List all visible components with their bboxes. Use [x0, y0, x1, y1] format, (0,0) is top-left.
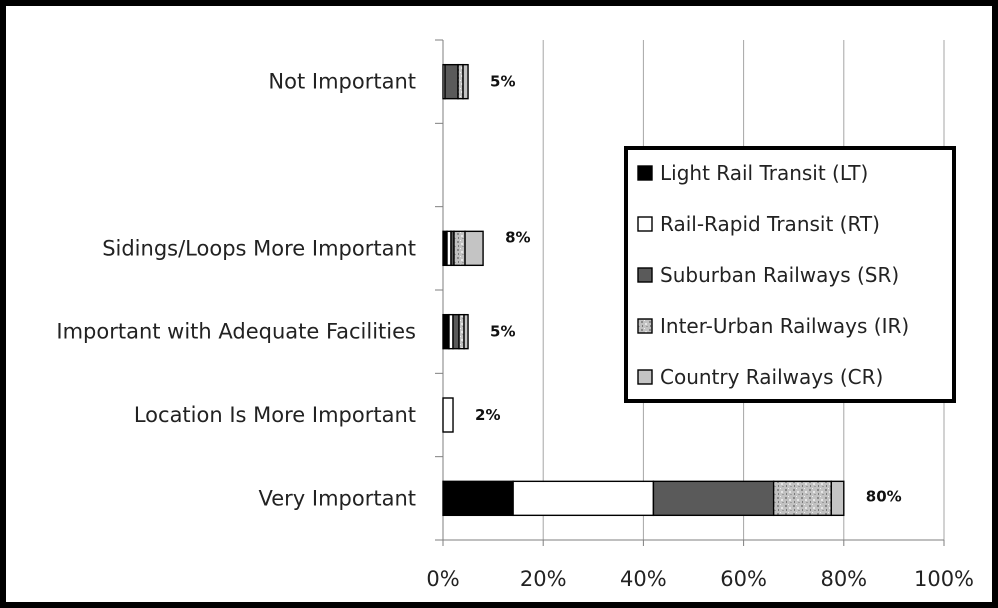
- legend-swatch-country-railways-cr: [637, 369, 653, 385]
- legend-swatch-inter-urban-railways-ir: [637, 318, 653, 334]
- total-label-not-important: 5%: [490, 73, 515, 91]
- bar-rail-rapid-transit-rt-very-important: [512, 480, 655, 517]
- x-tick-label: 100%: [914, 567, 974, 591]
- bar-suburban-railways-sr-not-important: [444, 63, 459, 100]
- legend-label-suburban-railways-sr: Suburban Railways (SR): [660, 263, 899, 287]
- legend-label-inter-urban-railways-ir: Inter-Urban Railways (IR): [660, 314, 909, 338]
- total-label-important-with-adequate-facilities: 5%: [490, 323, 515, 341]
- category-label-very-important: Very Important: [259, 486, 417, 510]
- category-label-location-is-more-important: Location Is More Important: [134, 403, 416, 427]
- x-tick-label: 20%: [520, 567, 567, 591]
- bar-light-rail-transit-lt-important-with-adequate-facilities: [442, 313, 450, 350]
- legend-label-rail-rapid-transit-rt: Rail-Rapid Transit (RT): [660, 212, 880, 236]
- x-tick-label: 0%: [426, 567, 459, 591]
- legend-label-light-rail-transit-lt: Light Rail Transit (LT): [660, 161, 868, 185]
- bar-country-railways-cr-not-important: [462, 63, 469, 100]
- total-label-sidings-loops-more-important: 8%: [505, 228, 530, 246]
- total-label-very-important: 80%: [866, 487, 902, 505]
- bar-light-rail-transit-lt-very-important: [442, 480, 514, 517]
- labels: 0% 20% 40% 60% 80% 100% Very Important 80% Locat…: [56, 70, 974, 591]
- legend-box: [624, 146, 956, 403]
- category-label-important-with-adequate-facilities: Important with Adequate Facilities: [56, 320, 416, 344]
- category-label-sidings-loops-more-important: Sidings/Loops More Important: [102, 236, 416, 260]
- category-label-not-important: Not Important: [268, 70, 416, 94]
- bar-country-railways-cr-important-with-adequate-facilities: [463, 313, 469, 350]
- axes: [435, 39, 945, 546]
- bar-inter-urban-railways-ir-important-with-adequate-facilities: [458, 313, 465, 350]
- bar-inter-urban-railways-ir-sidings-loops-more-important: [453, 230, 466, 267]
- x-tick-label: 80%: [820, 567, 867, 591]
- bar-suburban-railways-sr-important-with-adequate-facilities: [452, 313, 460, 350]
- legend: Light Rail Transit (LT) Rail-Rapid Transi…: [624, 146, 956, 403]
- legend-swatch-light-rail-transit-lt: [637, 165, 653, 181]
- legend-label-country-railways-cr: Country Railways (CR): [660, 365, 883, 389]
- bar-rail-rapid-transit-rt-location-is-more-important: [442, 397, 454, 433]
- total-label-location-is-more-important: 2%: [475, 406, 500, 424]
- x-tick-label: 40%: [620, 567, 667, 591]
- legend-swatch-rail-rapid-transit-rt: [637, 216, 653, 232]
- bar-suburban-railways-sr-very-important: [652, 480, 775, 517]
- bar-inter-urban-railways-ir-not-important: [457, 63, 464, 100]
- bar-country-railways-cr-sidings-loops-more-important: [464, 230, 484, 267]
- legend-swatch-suburban-railways-sr: [637, 267, 653, 283]
- bars: [442, 63, 845, 517]
- x-tick-label: 60%: [720, 567, 767, 591]
- bar-inter-urban-railways-ir-very-important: [772, 480, 832, 517]
- bar-country-railways-cr-very-important: [830, 480, 845, 517]
